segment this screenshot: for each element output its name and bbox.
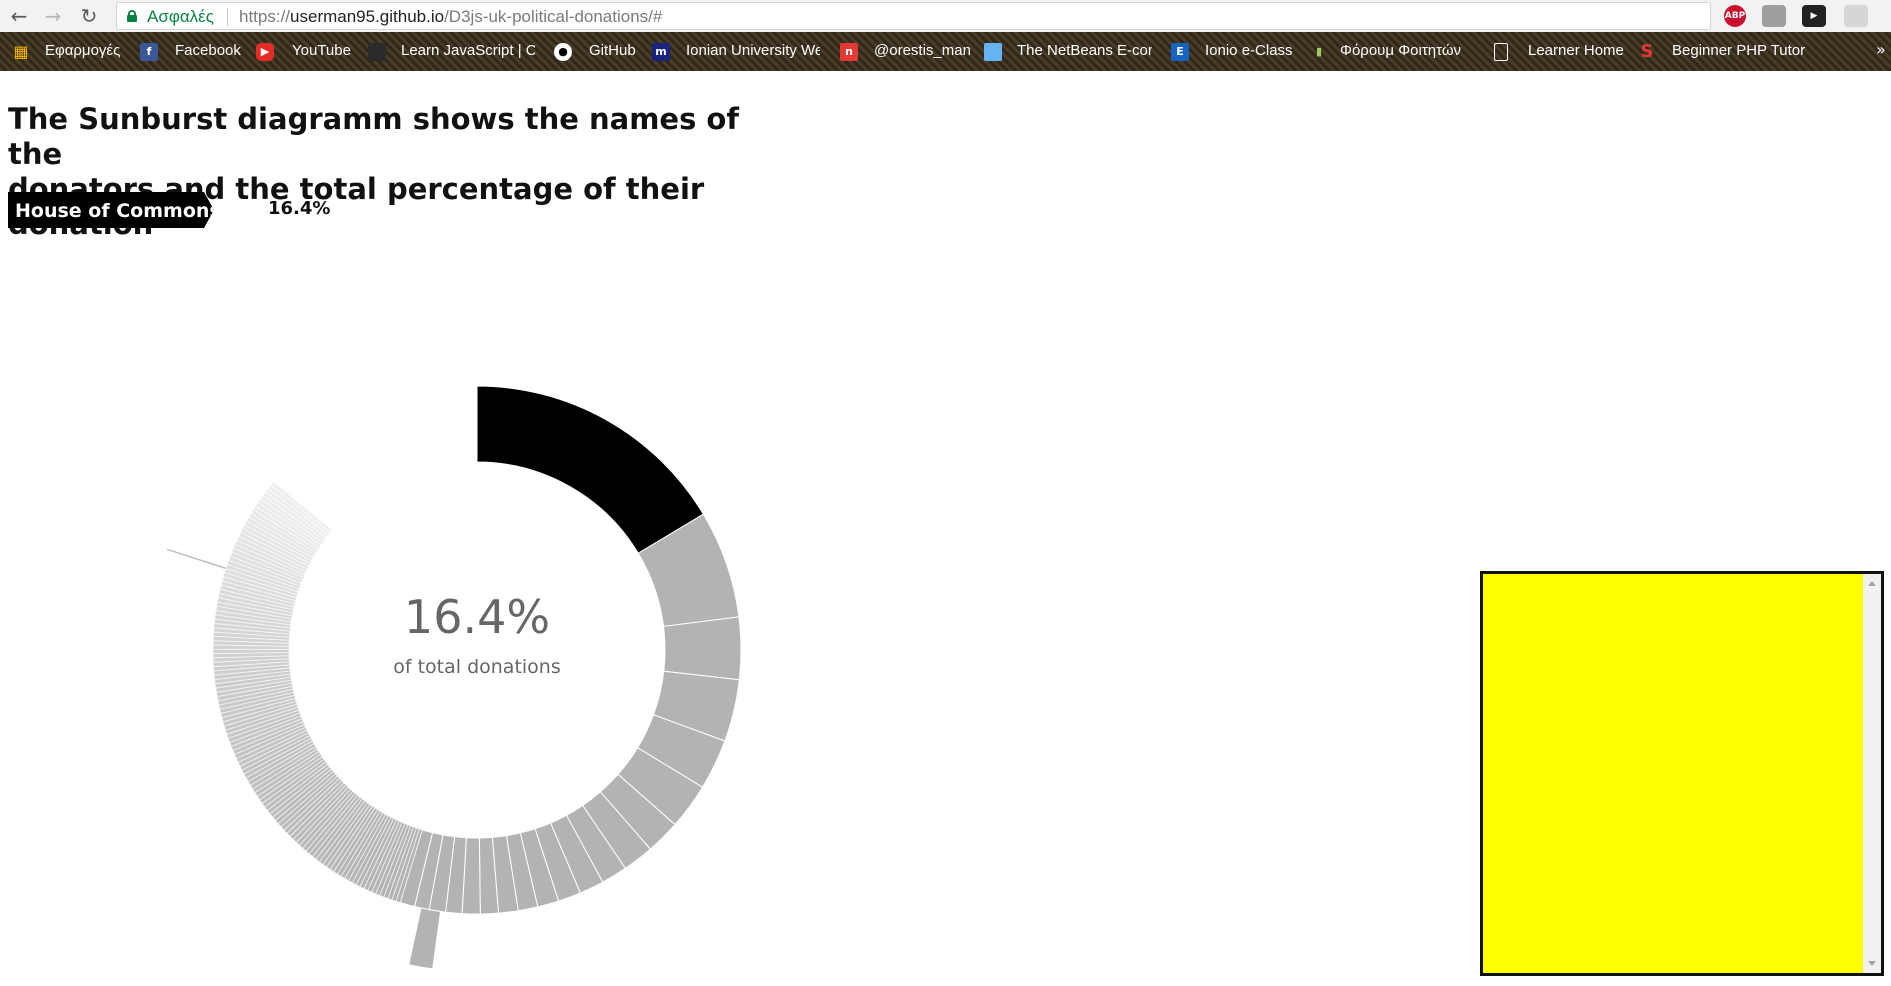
yellow-info-panel[interactable] — [1480, 571, 1884, 976]
sunburst-ring — [166, 385, 742, 970]
bookmarks-bar: ▦ Εφαρμογές f Facebook ▶ YouTube Learn J… — [0, 32, 1891, 71]
bookmark-learn-javascript[interactable]: Learn JavaScript | Co — [401, 42, 535, 59]
sunburst-segment-small[interactable] — [270, 481, 333, 534]
cube-extension-icon[interactable] — [1844, 5, 1868, 27]
reload-icon[interactable]: ↻ — [80, 4, 98, 28]
orestis-icon: n — [840, 43, 858, 61]
scroll-down-icon[interactable] — [1868, 961, 1876, 966]
lock-icon — [127, 10, 137, 22]
bookmark-orestis-man[interactable]: @orestis_man — [874, 42, 971, 59]
bookmark-ionio-eclass[interactable]: Ionio e-Class — [1205, 42, 1293, 59]
bookmark-youtube[interactable]: YouTube — [292, 42, 351, 59]
back-arrow-icon[interactable]: ← — [10, 4, 28, 28]
bookmark-github[interactable]: GitHub — [589, 42, 636, 59]
sunburst-outer-line — [166, 548, 227, 570]
sunburst-chart[interactable]: 16.4% of total donations — [0, 240, 1000, 986]
bookmark-learner-home[interactable]: Learner Home — [1528, 42, 1624, 59]
bookmark-netbeans[interactable]: The NetBeans E-com — [1017, 42, 1152, 59]
ionian-icon: m — [652, 43, 670, 61]
more-bookmarks-icon[interactable]: » — [1876, 40, 1886, 59]
sunburst-segment[interactable] — [662, 616, 742, 681]
facebook-icon: f — [140, 43, 158, 61]
bookmark-ionian-university[interactable]: Ionian University We — [686, 42, 820, 59]
url-separator — [227, 8, 228, 26]
secure-label: Ασφαλές — [147, 7, 214, 26]
breadcrumb-label: House of Commons — [15, 200, 214, 222]
youtube-icon: ▶ — [256, 43, 274, 61]
apps-grid-icon: ▦ — [13, 42, 29, 61]
breadcrumb[interactable]: House of Commons — [8, 192, 214, 228]
center-label: of total donations — [393, 656, 561, 678]
bookmark-facebook[interactable]: Facebook — [175, 42, 241, 59]
bookmark-beginner-php[interactable]: Beginner PHP Tutori — [1672, 42, 1806, 59]
sunburst-segment-highlighted[interactable] — [476, 385, 705, 554]
forward-arrow-icon[interactable]: → — [44, 4, 62, 28]
breadcrumb-percentage: 16.4% — [268, 198, 331, 219]
sololearn-icon: S — [1640, 41, 1654, 62]
sunburst-outer-segment[interactable] — [408, 907, 442, 970]
adblock-icon[interactable]: ABP — [1724, 5, 1746, 27]
github-icon: ● — [554, 43, 572, 61]
pdf-extension-icon[interactable] — [1762, 5, 1786, 27]
bookmark-apps[interactable]: Εφαρμογές — [45, 42, 121, 59]
netbeans-icon — [984, 43, 1002, 61]
browser-toolbar: ← → ↻ Ασφαλές https://userman95.github.i… — [0, 0, 1891, 32]
forum-icon: ▮ — [1315, 45, 1323, 58]
panel-scrollbar[interactable] — [1863, 574, 1881, 973]
page-icon — [1494, 43, 1508, 61]
address-bar[interactable]: Ασφαλές https://userman95.github.io/D3js… — [116, 2, 1819, 31]
eclass-icon: E — [1171, 43, 1189, 61]
codecademy-icon — [368, 43, 386, 61]
url-text[interactable]: https://userman95.github.io/D3js-uk-poli… — [239, 7, 663, 26]
center-percentage: 16.4% — [404, 590, 550, 644]
bookmark-forum[interactable]: Φόρουμ Φοιτητών — [1340, 42, 1462, 59]
scroll-up-icon[interactable] — [1868, 581, 1876, 586]
youtube-extension-icon[interactable]: ▶ — [1802, 5, 1826, 27]
